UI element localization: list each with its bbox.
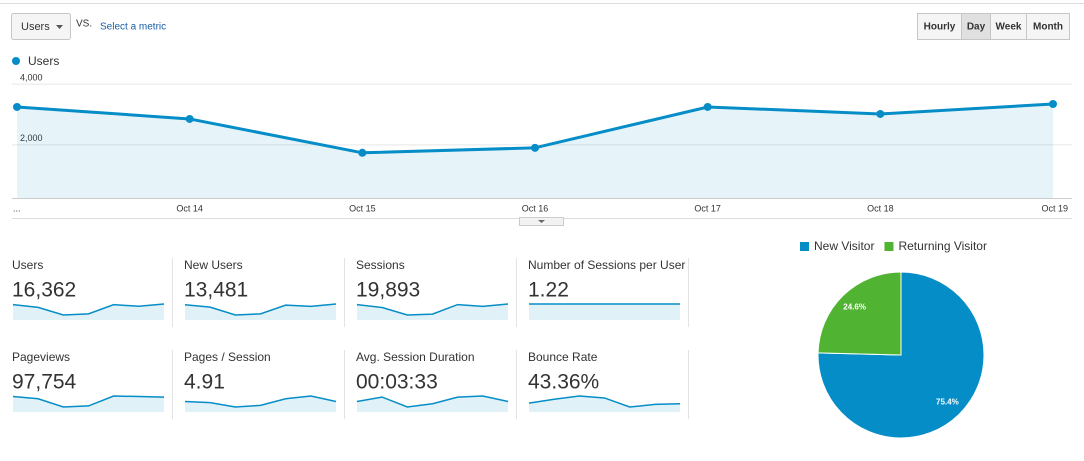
pie-label: 24.6% xyxy=(843,303,866,312)
y-tick-label: 2,000 xyxy=(20,133,43,143)
metric-value: 4.91 xyxy=(184,371,225,394)
granularity-button[interactable] xyxy=(990,13,1027,40)
dropdown-label[interactable]: Users xyxy=(21,21,50,33)
metric-value: 19,893 xyxy=(356,279,420,302)
x-tick-label: ... xyxy=(13,203,21,213)
metric-value: 1.22 xyxy=(528,279,569,302)
x-tick-label: Oct 16 xyxy=(522,203,549,213)
metric-value: 43.36% xyxy=(528,371,599,394)
legend-swatch xyxy=(884,242,894,251)
sparkline xyxy=(12,303,165,316)
metric-label: Sessions xyxy=(356,258,405,272)
metric-tiles: Users 16,362 New Users 13,481 Sessions 19,893… xyxy=(12,258,689,419)
y-tick-label: 4,000 xyxy=(20,72,43,82)
metric-label: Avg. Session Duration xyxy=(356,350,475,364)
pie-chart: New Visitor Returning Visitor 75.4% 24.6% xyxy=(800,239,987,439)
sparkline-area xyxy=(13,396,164,412)
point xyxy=(876,109,885,118)
x-tick-label: Oct 17 xyxy=(694,203,721,213)
metric-label: Pageviews xyxy=(12,350,70,364)
granularity-button[interactable] xyxy=(1026,13,1070,40)
metric-value: 00:03:33 xyxy=(356,371,438,394)
x-tick-label: Oct 19 xyxy=(1041,203,1068,213)
sparkline-area xyxy=(13,304,164,320)
pie-slice xyxy=(817,271,902,356)
sparkline-area xyxy=(357,304,508,320)
sparkline-area xyxy=(185,396,336,412)
point xyxy=(13,102,21,111)
metric-label: Bounce Rate xyxy=(528,350,598,364)
granularity-label[interactable]: Month xyxy=(1033,22,1063,33)
pie-label: 75.4% xyxy=(936,398,959,407)
metric-label: Pages / Session xyxy=(184,350,271,364)
metric-label: Number of Sessions per User xyxy=(528,258,685,272)
legend-swatch xyxy=(800,242,809,251)
metric-label: New Users xyxy=(184,258,243,272)
point xyxy=(703,102,712,111)
granularity-label[interactable]: Day xyxy=(967,22,986,33)
metric-value: 13,481 xyxy=(184,279,248,302)
metric-label: Users xyxy=(12,258,43,272)
x-tick-label: Oct 18 xyxy=(867,203,894,213)
legend-dot xyxy=(12,57,20,65)
legend-label: Returning Visitor xyxy=(898,239,987,253)
granularity-label[interactable]: Week xyxy=(996,22,1022,33)
select-metric-link[interactable]: Select a metric xyxy=(100,22,166,33)
dropdown-box[interactable] xyxy=(11,13,71,40)
legend-label: New Visitor xyxy=(814,239,874,253)
legend-label: Users xyxy=(28,54,59,68)
sparkline-area xyxy=(529,304,680,320)
sparkline xyxy=(528,395,681,408)
granularity-label[interactable]: Hourly xyxy=(924,22,956,33)
pie-slice xyxy=(817,271,985,439)
x-tick-label: Oct 14 xyxy=(176,203,203,213)
metric-value: 16,362 xyxy=(12,279,76,302)
point xyxy=(531,143,539,152)
sparkline xyxy=(356,395,509,408)
sparkline-area xyxy=(185,304,336,320)
metric-dropdown[interactable]: Users xyxy=(11,13,71,40)
point xyxy=(358,148,367,157)
metric-value: 97,754 xyxy=(12,371,77,394)
dropdown-caret xyxy=(56,25,63,29)
vs-label: VS. xyxy=(76,19,92,30)
sparkline xyxy=(356,303,509,316)
point xyxy=(1049,100,1057,109)
line-chart: 2,000 4,000... Oct 14 Oct 15 Oct 16 Oct 17 Oct… xyxy=(12,54,1072,213)
sparkline-area xyxy=(529,396,680,412)
granularity-buttons: Hourly Day Week Month xyxy=(917,13,1070,40)
x-tick-label: Oct 15 xyxy=(349,203,376,213)
sparkline xyxy=(184,395,337,408)
sparkline xyxy=(184,303,337,316)
sparkline xyxy=(12,395,165,408)
handle-caret xyxy=(538,220,545,223)
point xyxy=(185,114,194,123)
